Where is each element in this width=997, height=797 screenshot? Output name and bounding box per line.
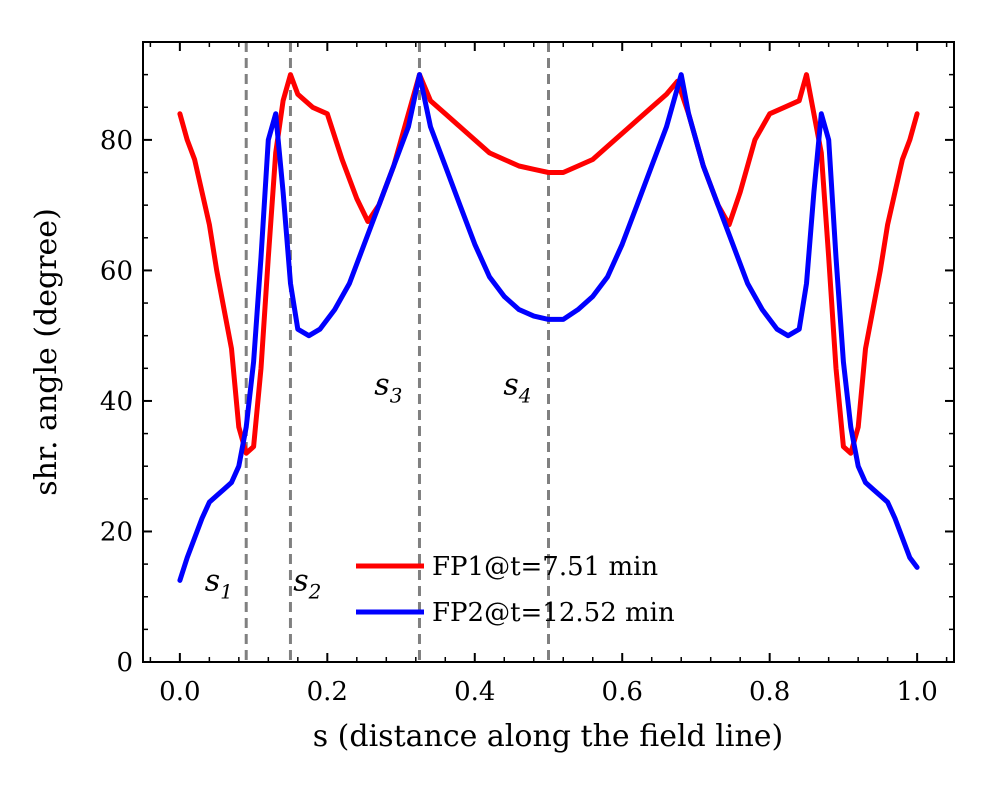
legend: FP1@t=7.51 min FP2@t=12.52 min bbox=[356, 552, 675, 628]
x-tick-label: 0.4 bbox=[454, 677, 495, 707]
series-line-fp1 bbox=[177, 72, 920, 456]
marker-label-sub: 2 bbox=[308, 579, 322, 603]
axis-ticks: 0.0 0.2 0.4 0.6 0.8 1.0 0 20 40 60 80 bbox=[100, 41, 954, 707]
y-axis-label: shr. angle (degree) bbox=[29, 208, 64, 496]
x-tick-label: 0.8 bbox=[749, 677, 790, 707]
y-tick-label: 80 bbox=[100, 126, 133, 156]
y-tick-label: 40 bbox=[100, 387, 133, 417]
x-tick-label: 0.6 bbox=[602, 677, 643, 707]
x-tick-label: 0.0 bbox=[159, 677, 200, 707]
series-lines bbox=[177, 72, 920, 583]
marker-label-sub: 3 bbox=[390, 384, 403, 408]
legend-label-fp2: FP2@t=12.52 min bbox=[432, 598, 675, 628]
y-tick-label: 20 bbox=[100, 517, 133, 547]
plot-frame bbox=[142, 41, 955, 663]
marker-label-sub: 1 bbox=[220, 579, 233, 603]
y-tick-label: 0 bbox=[116, 648, 133, 678]
series-line-fp2 bbox=[177, 72, 920, 583]
marker-lines bbox=[244, 42, 550, 662]
x-tick-label: 1.0 bbox=[896, 677, 937, 707]
x-axis-label: s (distance along the field line) bbox=[313, 719, 784, 754]
legend-label-fp1: FP1@t=7.51 min bbox=[432, 552, 658, 582]
x-tick-label: 0.2 bbox=[307, 677, 348, 707]
y-tick-label: 60 bbox=[100, 256, 133, 286]
marker-label-sub: 4 bbox=[518, 384, 532, 408]
